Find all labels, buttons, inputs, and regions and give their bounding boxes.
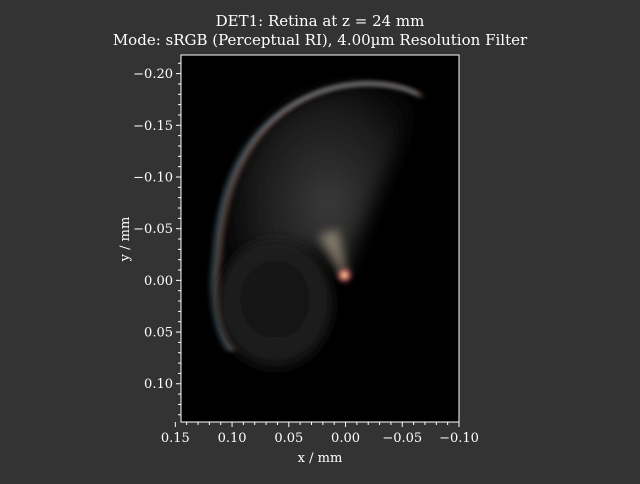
chart-subtitle: Mode: sRGB (Perceptual RI), 4.00µm Resol… <box>113 31 528 49</box>
y-axis-label: y / mm <box>118 217 133 263</box>
y-tick-label: 0.00 <box>144 274 173 289</box>
y-tick-label: −0.20 <box>133 67 173 82</box>
y-tick-label: 0.05 <box>144 326 173 341</box>
x-tick-label: −0.05 <box>382 431 422 446</box>
ray-streak <box>318 229 348 278</box>
chart-title: DET1: Retina at z = 24 mm <box>216 12 425 30</box>
crescent-haze <box>215 83 420 351</box>
dark-disk <box>216 239 335 374</box>
y-axis: −0.20 −0.15 −0.10 −0.05 0.00 0.05 0.10 <box>133 62 181 416</box>
x-axis: 0.15 0.10 0.05 0.00 −0.05 −0.10 <box>161 422 479 446</box>
x-axis-label: x / mm <box>298 451 343 466</box>
y-tick-label: −0.05 <box>133 222 173 237</box>
x-tick-label: 0.05 <box>274 431 303 446</box>
y-tick-label: 0.10 <box>144 377 173 392</box>
plot-frame <box>180 54 460 423</box>
x-tick-label: −0.10 <box>439 431 479 446</box>
x-tick-label: 0.00 <box>331 431 360 446</box>
y-tick-label: −0.10 <box>133 170 173 185</box>
x-tick-label: 0.15 <box>161 431 190 446</box>
bright-spot <box>335 266 354 285</box>
x-tick-label: 0.10 <box>218 431 247 446</box>
y-tick-label: −0.15 <box>133 119 173 134</box>
detector-image <box>209 81 425 374</box>
